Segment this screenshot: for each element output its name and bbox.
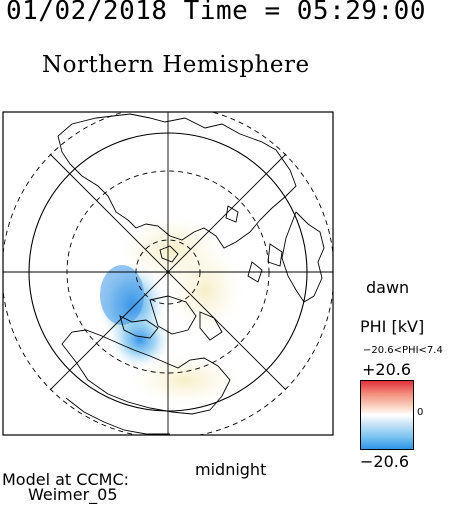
coastlines — [57, 113, 325, 435]
map-frame — [2, 111, 334, 436]
colorbar-min-label: −20.6 — [360, 452, 410, 471]
plot-title: Northern Hemisphere — [42, 52, 310, 78]
credit-line2: Weimer_05 — [28, 485, 118, 504]
date-time-header: 01/02/2018 Time = 05:29:00 — [6, 0, 426, 26]
colorbar-title: PHI [kV] — [360, 317, 425, 336]
colorbar-max-label: +20.6 — [362, 360, 412, 379]
midnight-label: midnight — [195, 460, 267, 479]
meridian-lines — [3, 112, 333, 435]
potential-pattern — [98, 216, 243, 405]
dawn-label: dawn — [366, 278, 410, 297]
colorbar-zero-label: 0 — [417, 407, 424, 418]
credit-line1: Model at CCMC: — [2, 470, 129, 489]
colorbar — [360, 380, 414, 450]
colorbar-range: −20.6<PHI<7.4 — [363, 345, 443, 356]
polar-map — [2, 111, 334, 436]
